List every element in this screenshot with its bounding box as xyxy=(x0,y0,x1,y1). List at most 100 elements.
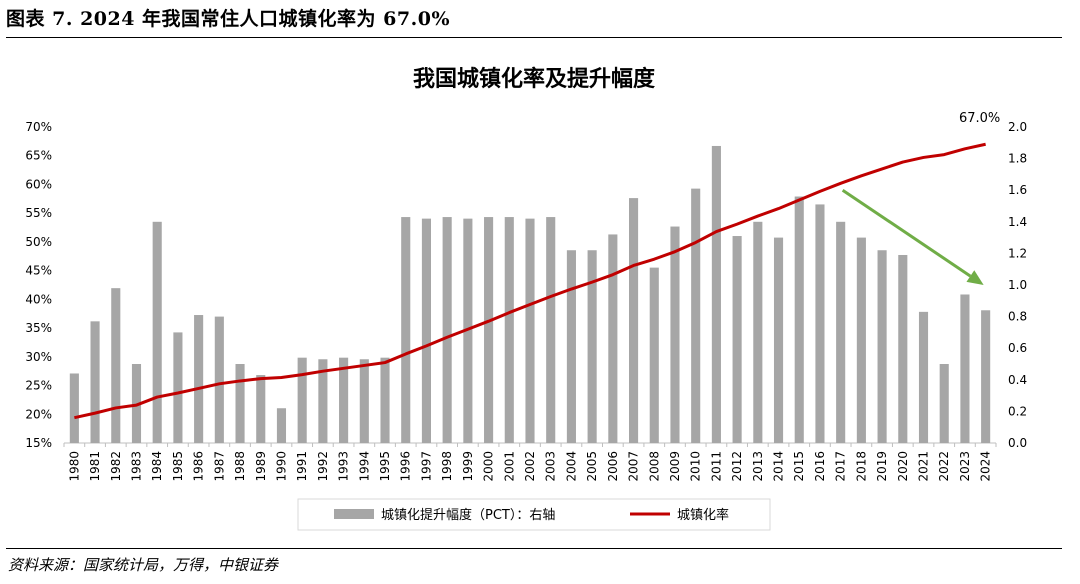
x-tick-label: 2002 xyxy=(523,451,537,482)
x-tick-label: 1984 xyxy=(150,451,164,482)
x-tick-label: 1988 xyxy=(233,451,247,482)
bar-1981 xyxy=(90,321,100,443)
x-tick-label: 1990 xyxy=(274,451,288,482)
bar-2005 xyxy=(587,250,597,443)
y-right-tick-label: 2.0 xyxy=(1008,120,1027,134)
x-tick-label: 1983 xyxy=(129,451,143,482)
x-tick-label: 2021 xyxy=(917,451,931,482)
bar-1998 xyxy=(442,217,452,443)
y-left-tick-label: 20% xyxy=(25,407,52,421)
bar-1989 xyxy=(256,375,266,443)
bar-2023 xyxy=(960,294,970,443)
y-right-tick-label: 0.6 xyxy=(1008,341,1027,355)
bar-1996 xyxy=(401,217,411,443)
x-tick-label: 2023 xyxy=(958,451,972,482)
x-tick-label: 2013 xyxy=(751,451,765,482)
y-left-tick-label: 65% xyxy=(25,149,52,163)
bar-2018 xyxy=(856,237,866,443)
x-tick-label: 2006 xyxy=(606,451,620,482)
x-tick-label: 1992 xyxy=(316,451,330,482)
x-tick-label: 1989 xyxy=(254,451,268,482)
y-left-tick-label: 70% xyxy=(25,120,52,134)
bar-1993 xyxy=(339,357,349,443)
x-tick-label: 2019 xyxy=(875,451,889,482)
y-left-tick-label: 60% xyxy=(25,177,52,191)
y-left-tick-label: 50% xyxy=(25,235,52,249)
bar-1985 xyxy=(173,332,183,443)
x-tick-label: 2018 xyxy=(854,451,868,482)
y-right-tick-label: 0.4 xyxy=(1008,373,1027,387)
bar-2004 xyxy=(566,250,576,443)
x-tick-label: 2004 xyxy=(564,451,578,482)
x-tick-label: 1985 xyxy=(171,451,185,482)
bar-2010 xyxy=(691,188,701,443)
x-tick-label: 2005 xyxy=(585,451,599,482)
trend-arrow-shaft xyxy=(841,188,972,278)
y-left-tick-label: 40% xyxy=(25,292,52,306)
legend-box xyxy=(297,498,771,531)
y-right-tick-label: 0.2 xyxy=(1008,404,1027,418)
line-series xyxy=(74,142,986,420)
bar-2019 xyxy=(877,250,887,443)
bar-2022 xyxy=(939,364,949,443)
legend-bar-label: 城镇化提升幅度（PCT）：右轴 xyxy=(381,507,555,523)
bar-1991 xyxy=(297,357,307,443)
y-right-tick-label: 0.8 xyxy=(1008,310,1027,324)
y-left-tick-label: 35% xyxy=(25,321,52,335)
y-left-tick-label: 55% xyxy=(25,206,52,220)
bar-1984 xyxy=(152,221,162,443)
y-right-tick-label: 1.2 xyxy=(1008,246,1027,260)
x-tick-label: 2015 xyxy=(792,451,806,482)
x-tick-label: 1986 xyxy=(192,451,206,482)
bar-1986 xyxy=(194,315,204,443)
legend-line-label: 城镇化率 xyxy=(677,507,729,523)
legend-bar-swatch xyxy=(334,509,374,519)
x-tick-label: 2024 xyxy=(979,451,993,482)
bar-1987 xyxy=(214,316,224,443)
x-tick-label: 1994 xyxy=(357,451,371,482)
x-tick-label: 2010 xyxy=(689,451,703,482)
x-tick-label: 1980 xyxy=(67,451,81,482)
bar-2002 xyxy=(525,218,535,443)
bar-2016 xyxy=(815,204,825,443)
source-note: 资料来源：国家统计局，万得，中银证券 xyxy=(8,556,279,574)
bar-2012 xyxy=(732,236,742,443)
x-tick-label: 2016 xyxy=(813,451,827,482)
x-tick-label: 2022 xyxy=(937,451,951,482)
x-tick-label: 2008 xyxy=(647,451,661,482)
bar-2003 xyxy=(546,217,556,443)
end-value-label: 67.0% xyxy=(959,111,1000,126)
x-tick-label: 1993 xyxy=(337,451,351,482)
x-tick-label: 2012 xyxy=(730,451,744,482)
y-left-tick-label: 30% xyxy=(25,350,52,364)
x-tick-label: 2007 xyxy=(627,451,641,482)
y-left-tick-label: 15% xyxy=(25,436,52,450)
tick-labels: 15% 20% 25% 30% 35% 40% 45% 50% 55% 60% 65% 70% 0.0 0… xyxy=(25,120,1027,482)
x-tick-label: 2001 xyxy=(502,451,516,482)
y-left-tick-label: 45% xyxy=(25,264,52,278)
bar-2009 xyxy=(670,226,680,443)
bar-2014 xyxy=(773,237,784,443)
x-tick-label: 2014 xyxy=(772,451,786,482)
y-right-tick-label: 1.8 xyxy=(1008,152,1027,166)
x-tick-label: 2000 xyxy=(482,451,496,482)
x-tick-label: 1982 xyxy=(109,451,123,482)
x-tick-label: 1999 xyxy=(461,451,475,482)
annotations: 67.0% xyxy=(841,111,1000,285)
bar-2015 xyxy=(794,196,804,443)
bar-1992 xyxy=(318,359,328,443)
x-tick-label: 2020 xyxy=(896,451,910,482)
x-tick-label: 2011 xyxy=(709,451,723,482)
bar-2008 xyxy=(649,267,659,443)
bar-2020 xyxy=(898,254,908,443)
bar-series xyxy=(69,145,991,443)
x-tick-label: 1996 xyxy=(399,451,413,482)
bar-1988 xyxy=(235,364,245,443)
y-left-tick-label: 25% xyxy=(25,379,52,393)
bar-2024 xyxy=(981,310,991,443)
legend: 城镇化提升幅度（PCT）：右轴 城镇化率 xyxy=(297,498,771,531)
bar-2013 xyxy=(753,221,763,443)
y-right-tick-label: 1.6 xyxy=(1008,183,1027,197)
bar-2006 xyxy=(608,234,618,443)
bar-2000 xyxy=(484,217,494,443)
